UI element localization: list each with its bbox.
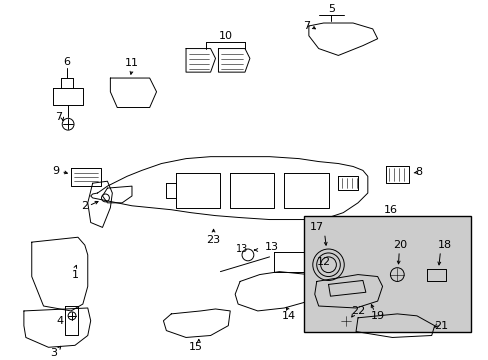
Text: 20: 20 (392, 240, 407, 250)
Text: 21: 21 (433, 321, 447, 331)
Text: 19: 19 (370, 311, 384, 321)
Text: 17: 17 (309, 222, 323, 233)
Bar (304, 216, 470, 332)
Text: 2: 2 (81, 201, 88, 211)
Text: 9: 9 (52, 166, 59, 176)
Text: 12: 12 (316, 257, 330, 267)
Text: 16: 16 (383, 205, 397, 215)
Text: 7: 7 (55, 112, 61, 122)
Text: 8: 8 (414, 167, 422, 177)
Text: 7: 7 (303, 21, 310, 31)
Text: 15: 15 (188, 342, 203, 352)
Text: 1: 1 (71, 270, 79, 280)
Text: 13: 13 (235, 244, 248, 254)
Text: 22: 22 (350, 306, 365, 316)
Text: 18: 18 (437, 240, 450, 250)
Text: 4: 4 (57, 316, 63, 326)
Text: 10: 10 (218, 31, 232, 41)
Text: 6: 6 (63, 57, 70, 67)
Text: 3: 3 (50, 348, 57, 358)
Text: 13: 13 (264, 242, 278, 252)
Text: 23: 23 (206, 235, 220, 245)
Text: 14: 14 (282, 311, 296, 321)
Text: 11: 11 (125, 58, 139, 68)
Text: 5: 5 (327, 4, 334, 14)
